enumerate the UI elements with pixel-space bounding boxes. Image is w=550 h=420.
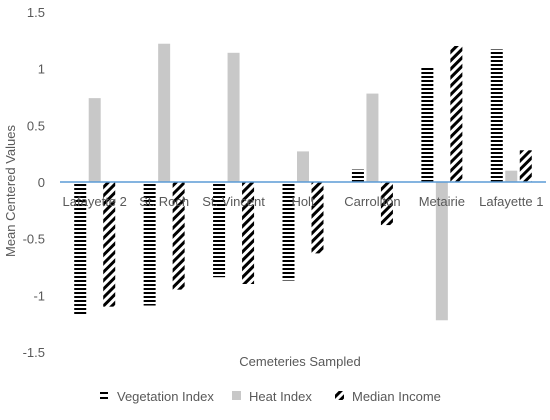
legend-label-vegetation-index: Vegetation Index: [117, 389, 214, 404]
y-tick-label: 0: [38, 175, 45, 190]
legend-label-median-income: Median Income: [352, 389, 441, 404]
x-axis-label: Cemeteries Sampled: [239, 354, 360, 369]
category-label-lafayette-2: Lafayette 2: [63, 194, 127, 209]
bar-median-income-st-roch: [172, 182, 185, 290]
y-tick-label: -1: [33, 288, 45, 303]
category-label-holt: Holt: [291, 194, 315, 209]
y-tick-label: 1: [38, 62, 45, 77]
category-label-carrollton: Carrollton: [344, 194, 400, 209]
bar-vegetation-index-metairie: [421, 66, 434, 182]
bar-median-income-lafayette-2: [103, 182, 116, 307]
y-tick-label: -0.5: [23, 232, 45, 247]
bar-heat-index-carrollton: [366, 93, 379, 182]
category-label-st-vincent: St. Vincent: [202, 194, 265, 209]
bar-vegetation-index-lafayette-1: [490, 49, 503, 183]
y-tick-label: -1.5: [23, 345, 45, 360]
category-label-lafayette-1: Lafayette 1: [479, 194, 543, 209]
y-tick-label: 1.5: [27, 5, 45, 20]
bar-median-income-metairie: [450, 46, 463, 182]
legend: Vegetation Index Heat Index Median Income: [100, 389, 441, 404]
bar-heat-index-lafayette-2: [88, 98, 101, 182]
bar-heat-index-st-roch: [158, 43, 171, 182]
legend-swatch-line-vegetation-index: [100, 397, 108, 399]
legend-swatch-vegetation-index: [100, 392, 108, 394]
bar-median-income-carrollton: [380, 182, 393, 226]
legend-label-heat-index: Heat Index: [249, 389, 312, 404]
legend-swatch-median-income: [335, 391, 344, 400]
bar-median-income-holt: [311, 182, 324, 254]
bar-heat-index-metairie: [435, 182, 448, 321]
category-label-metairie: Metairie: [419, 194, 465, 209]
bar-vegetation-index-lafayette-2: [74, 182, 87, 315]
bar-heat-index-lafayette-1: [505, 170, 518, 182]
y-tick-labels: -1.5 -1 -0.5 0 0.5 1 1.5: [23, 5, 45, 360]
bar-median-income-st-vincent: [242, 182, 255, 284]
legend-swatch-heat-index: [232, 391, 241, 400]
y-axis-label: Mean Centered Values: [3, 125, 18, 258]
bar-vegetation-index-st-vincent: [213, 182, 226, 278]
bar-heat-index-st-vincent: [227, 52, 240, 182]
category-label-st-roch: St. Roch: [139, 194, 189, 209]
y-tick-label: 0.5: [27, 118, 45, 133]
category-labels: Lafayette 2 St. Roch St. Vincent Holt Carrol…: [63, 194, 544, 209]
bar-heat-index-holt: [297, 151, 309, 182]
bar-median-income-lafayette-1: [519, 150, 532, 182]
bar-vegetation-index-st-roch: [143, 182, 156, 306]
bar-vegetation-index-holt: [282, 182, 295, 281]
bar-vegetation-index-carrollton: [351, 169, 364, 182]
bars-layer: [74, 43, 532, 321]
